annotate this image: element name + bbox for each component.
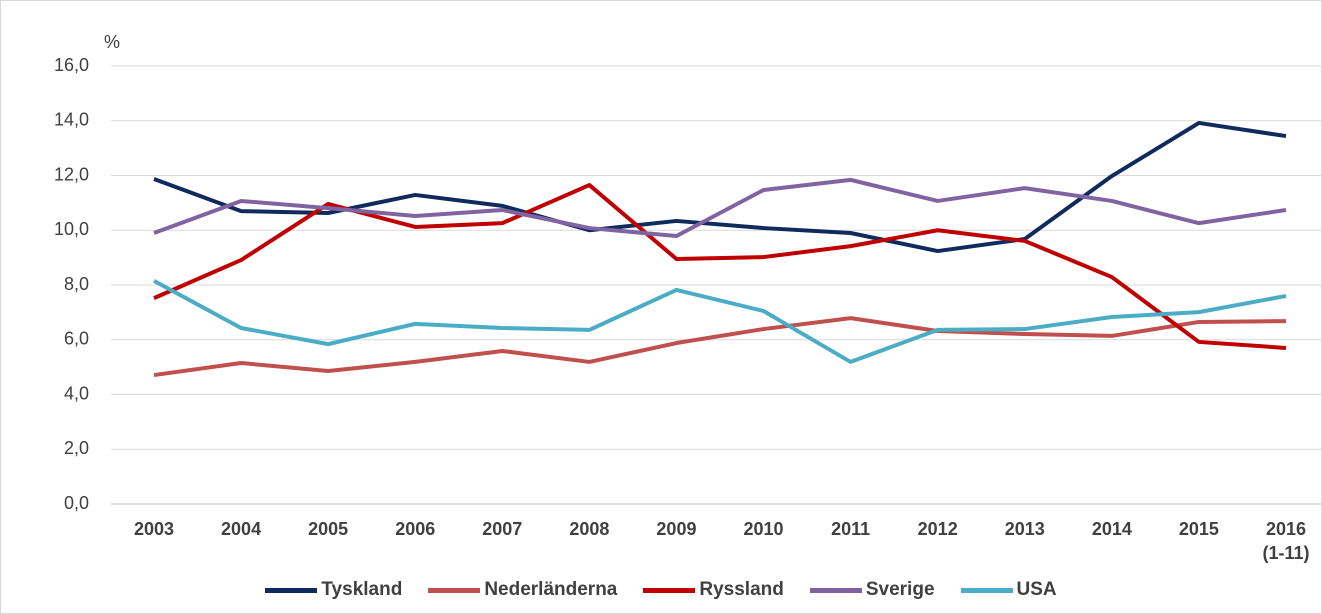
x-tick-label: 2007 <box>482 519 523 539</box>
line-series <box>153 316 1287 378</box>
legend-swatch <box>265 587 318 593</box>
x-tick-label: 2010 <box>743 519 784 539</box>
x-tick-label: 2003 <box>133 519 175 539</box>
x-tick-label: 2012 <box>917 519 958 539</box>
y-tick-label: 12,0 <box>54 164 89 184</box>
legend-label: Sverige <box>865 579 935 600</box>
legend-item: USA <box>960 579 1057 601</box>
y-tick-label: 6,0 <box>64 329 89 349</box>
y-tick-label: 8,0 <box>64 274 89 294</box>
x-tick-label: 2005 <box>308 519 349 539</box>
legend-item: Ryssland <box>643 579 784 601</box>
y-axis-label: % <box>104 32 120 52</box>
legend-swatch <box>428 587 481 593</box>
x-tick-label: 2016 (1-11) <box>1262 519 1310 563</box>
legend-item: Sverige <box>809 579 935 601</box>
legend-swatch <box>809 587 862 593</box>
y-tick-label: 16,0 <box>54 55 89 75</box>
x-tick-label: 2009 <box>656 519 697 539</box>
legend-item: Nederländerna <box>428 579 617 601</box>
x-tick-label: 2011 <box>831 519 871 539</box>
y-tick-label: 4,0 <box>64 383 89 403</box>
x-tick-label: 2013 <box>1004 519 1045 539</box>
x-tick-label: 2014 <box>1091 519 1132 539</box>
line-series <box>153 177 1287 238</box>
y-tick-label: 10,0 <box>54 219 89 239</box>
legend-item: Tyskland <box>265 579 402 601</box>
y-tick-label: 14,0 <box>54 110 89 130</box>
legend-label: Nederländerna <box>484 579 618 600</box>
x-tick-label: 2015 <box>1178 519 1219 539</box>
legend-swatch <box>643 587 696 593</box>
line-series <box>153 120 1287 254</box>
legend-label: Tyskland <box>321 579 403 600</box>
legend-swatch <box>960 587 1013 593</box>
legend-label: USA <box>1016 579 1057 600</box>
y-tick-label: 2,0 <box>64 438 89 458</box>
line-series <box>153 279 1287 364</box>
x-tick-label: 2006 <box>395 519 436 539</box>
x-tick-label: 2008 <box>569 519 610 539</box>
y-tick-label: 0,0 <box>64 493 89 513</box>
legend-label: Ryssland <box>699 579 784 600</box>
x-tick-label: 2004 <box>221 519 262 539</box>
legend: Tyskland Nederländerna Ryssland Sverige USA <box>1 579 1321 601</box>
